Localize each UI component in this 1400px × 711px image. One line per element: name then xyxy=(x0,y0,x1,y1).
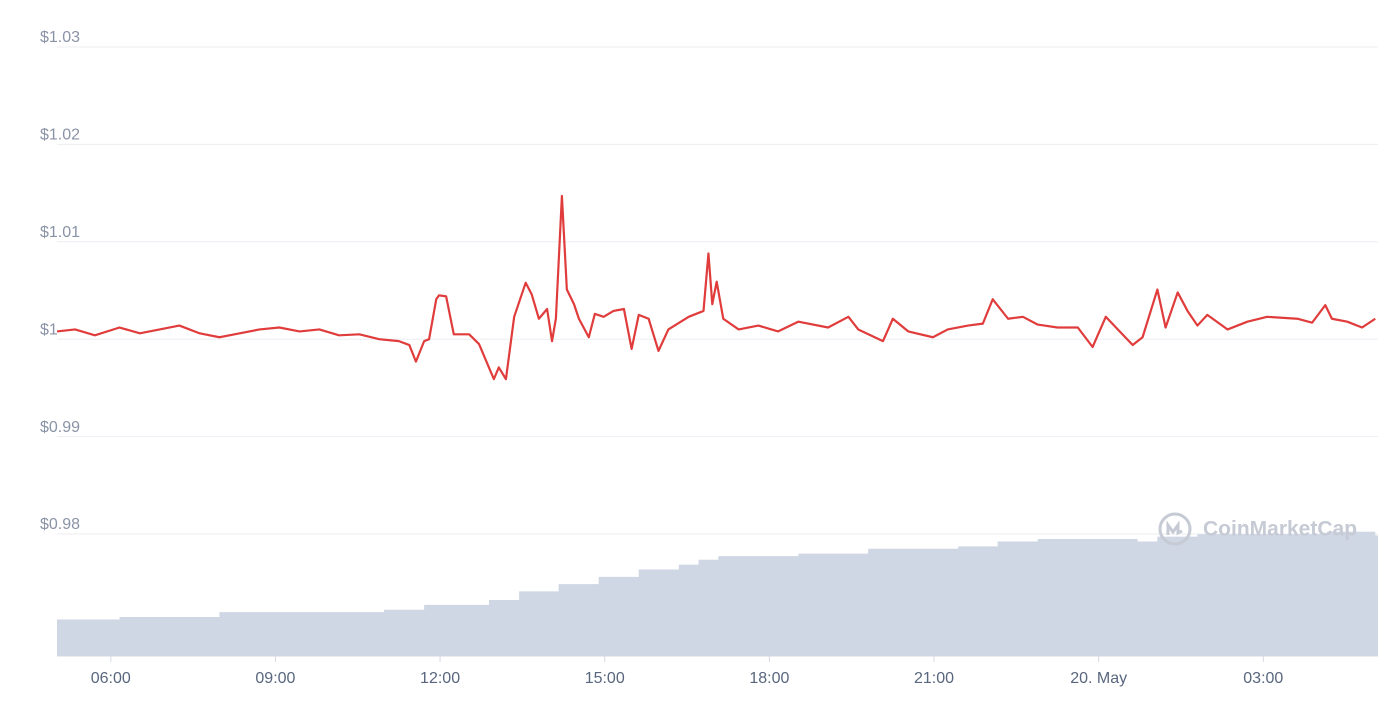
watermark-text: CoinMarketCap xyxy=(1203,518,1357,541)
watermark-logo xyxy=(1158,512,1192,546)
price-line xyxy=(56,194,1376,381)
plot: $0.98 $0.99 $1 $1.01 $1.02 $1.03 06:00 09:00 12:… xyxy=(40,29,1378,687)
y-tick-label: $1.01 xyxy=(40,224,80,241)
x-tick-label: 20. May xyxy=(1070,670,1127,687)
x-tick-label: 09:00 xyxy=(255,670,295,687)
watermark: CoinMarketCap xyxy=(1158,512,1357,546)
volume-area xyxy=(57,531,1378,656)
x-tick-label: 06:00 xyxy=(91,670,131,687)
x-tick-label: 15:00 xyxy=(585,670,625,687)
x-tick-label: 21:00 xyxy=(914,670,954,687)
x-tick-label: 18:00 xyxy=(749,670,789,687)
y-tick-label: $1 xyxy=(40,321,58,338)
y-tick-label: $1.03 xyxy=(40,29,80,46)
x-tick-label: 12:00 xyxy=(420,670,460,687)
y-tick-label: $0.99 xyxy=(40,419,80,436)
y-tick-label: $1.02 xyxy=(40,127,80,144)
x-tick-label: 03:00 xyxy=(1243,670,1283,687)
y-tick-label: $0.98 xyxy=(40,516,80,533)
watermark-logo-mark xyxy=(1166,520,1183,536)
